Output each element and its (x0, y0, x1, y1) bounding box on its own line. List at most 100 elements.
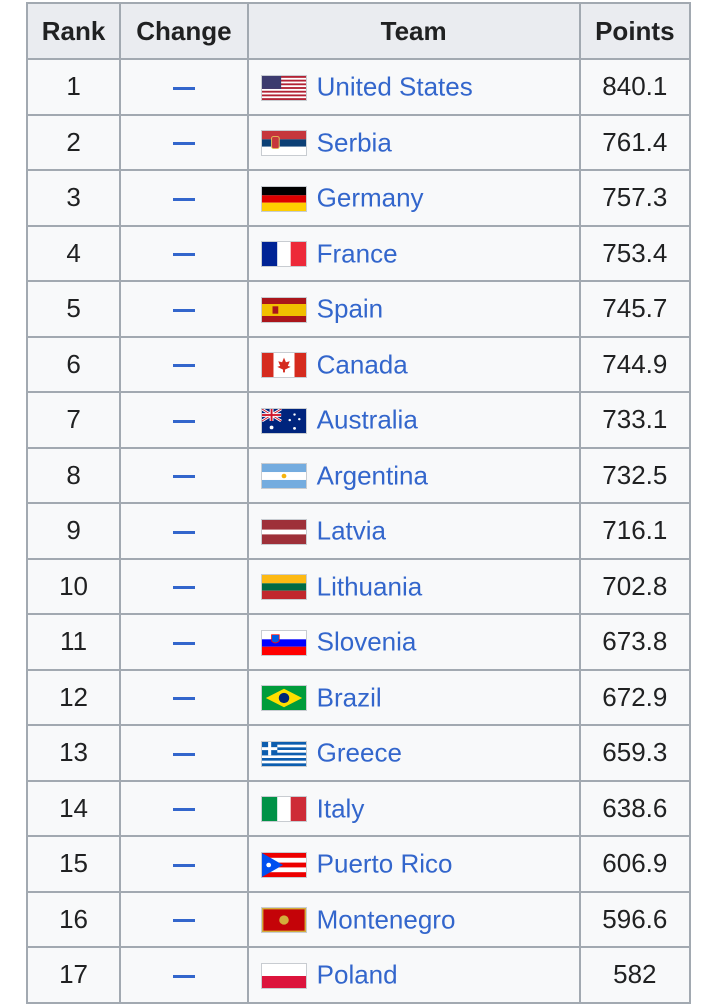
flag-italy-icon[interactable] (260, 796, 307, 823)
no-change-dash-icon (172, 142, 195, 146)
change-cell (119, 502, 249, 560)
change-cell (119, 557, 249, 615)
no-change-dash-icon (172, 808, 195, 812)
no-change-dash-icon (172, 641, 195, 645)
points-cell: 745.7 (578, 280, 692, 338)
change-cell (119, 224, 249, 282)
change-cell (119, 668, 249, 726)
team-link[interactable]: Canada (316, 349, 408, 380)
flag-germany-icon[interactable] (260, 185, 307, 212)
points-cell: 757.3 (578, 169, 692, 227)
team-cell: Lithuania (246, 557, 581, 615)
change-cell (119, 169, 249, 227)
team-link[interactable]: United States (316, 72, 473, 103)
points-cell: 716.1 (578, 502, 692, 560)
rank-cell: 4 (25, 224, 122, 282)
team-link[interactable]: Spain (316, 294, 384, 325)
no-change-dash-icon (172, 752, 195, 756)
table-row: 8 Argentina 732.5 (25, 446, 692, 504)
team-link[interactable]: Latvia (316, 516, 387, 547)
header-team[interactable]: Team (246, 2, 581, 60)
team-link[interactable]: Brazil (316, 682, 382, 713)
table-row: 2 Serbia 761.4 (25, 113, 692, 171)
flag-usa-icon[interactable] (260, 74, 307, 101)
flag-spain-icon[interactable] (260, 296, 307, 323)
no-change-dash-icon (172, 863, 195, 867)
team-link[interactable]: Slovenia (316, 627, 417, 658)
flag-puerto-rico-icon[interactable] (260, 851, 307, 878)
team-link[interactable]: Montenegro (316, 904, 456, 935)
rank-cell: 2 (25, 113, 122, 171)
team-cell: United States (246, 58, 581, 116)
team-link[interactable]: Puerto Rico (316, 849, 453, 880)
change-cell (119, 280, 249, 338)
flag-greece-icon[interactable] (260, 740, 307, 767)
table-row: 4 France 753.4 (25, 224, 692, 282)
change-cell (119, 835, 249, 893)
team-link[interactable]: Argentina (316, 460, 428, 491)
change-cell (119, 946, 249, 1004)
change-cell (119, 58, 249, 116)
flag-montenegro-icon[interactable] (260, 907, 307, 934)
table-header-row: Rank Change Team Points (25, 2, 692, 60)
header-points[interactable]: Points (578, 2, 692, 60)
rankings-table-container: Rank Change Team Points 1 United States 84… (25, 2, 692, 1004)
team-link[interactable]: Australia (316, 405, 418, 436)
change-cell (119, 446, 249, 504)
table-row: 11 Slovenia 673.8 (25, 613, 692, 671)
team-cell: Greece (246, 724, 581, 782)
flag-lithuania-icon[interactable] (260, 574, 307, 601)
rank-cell: 8 (25, 446, 122, 504)
flag-poland-icon[interactable] (260, 962, 307, 989)
points-cell: 753.4 (578, 224, 692, 282)
change-cell (119, 890, 249, 948)
table-row: 9 Latvia 716.1 (25, 502, 692, 560)
flag-brazil-icon[interactable] (260, 685, 307, 712)
team-cell: Brazil (246, 668, 581, 726)
team-cell: Germany (246, 169, 581, 227)
flag-latvia-icon[interactable] (260, 518, 307, 545)
points-cell: 840.1 (578, 58, 692, 116)
team-link[interactable]: Greece (316, 738, 402, 769)
change-cell (119, 391, 249, 449)
rank-cell: 10 (25, 557, 122, 615)
team-cell: Latvia (246, 502, 581, 560)
change-cell (119, 335, 249, 393)
team-link[interactable]: Serbia (316, 127, 392, 158)
rank-cell: 6 (25, 335, 122, 393)
team-cell: Argentina (246, 446, 581, 504)
points-cell: 673.8 (578, 613, 692, 671)
points-cell: 582 (578, 946, 692, 1004)
team-cell: Australia (246, 391, 581, 449)
team-link[interactable]: Germany (316, 183, 424, 214)
team-link[interactable]: Italy (316, 793, 365, 824)
no-change-dash-icon (172, 697, 195, 701)
table-row: 17 Poland 582 (25, 946, 692, 1004)
flag-canada-icon[interactable] (260, 352, 307, 379)
flag-argentina-icon[interactable] (260, 463, 307, 490)
header-change[interactable]: Change (119, 2, 249, 60)
rank-cell: 7 (25, 391, 122, 449)
table-row: 3 Germany 757.3 (25, 169, 692, 227)
team-link[interactable]: France (316, 238, 398, 269)
header-rank[interactable]: Rank (25, 2, 122, 60)
rank-cell: 12 (25, 668, 122, 726)
rank-cell: 16 (25, 890, 122, 948)
rank-cell: 11 (25, 613, 122, 671)
no-change-dash-icon (172, 419, 195, 423)
flag-serbia-icon[interactable] (260, 130, 307, 157)
points-cell: 606.9 (578, 835, 692, 893)
flag-slovenia-icon[interactable] (260, 629, 307, 656)
flag-france-icon[interactable] (260, 241, 307, 268)
flag-australia-icon[interactable] (260, 407, 307, 434)
no-change-dash-icon (172, 253, 195, 257)
team-link[interactable]: Lithuania (316, 571, 423, 602)
team-link[interactable]: Poland (316, 960, 398, 991)
team-cell: Montenegro (246, 890, 581, 948)
team-cell: Puerto Rico (246, 835, 581, 893)
no-change-dash-icon (172, 974, 195, 978)
team-cell: Serbia (246, 113, 581, 171)
points-cell: 672.9 (578, 668, 692, 726)
team-cell: Italy (246, 779, 581, 837)
change-cell (119, 613, 249, 671)
